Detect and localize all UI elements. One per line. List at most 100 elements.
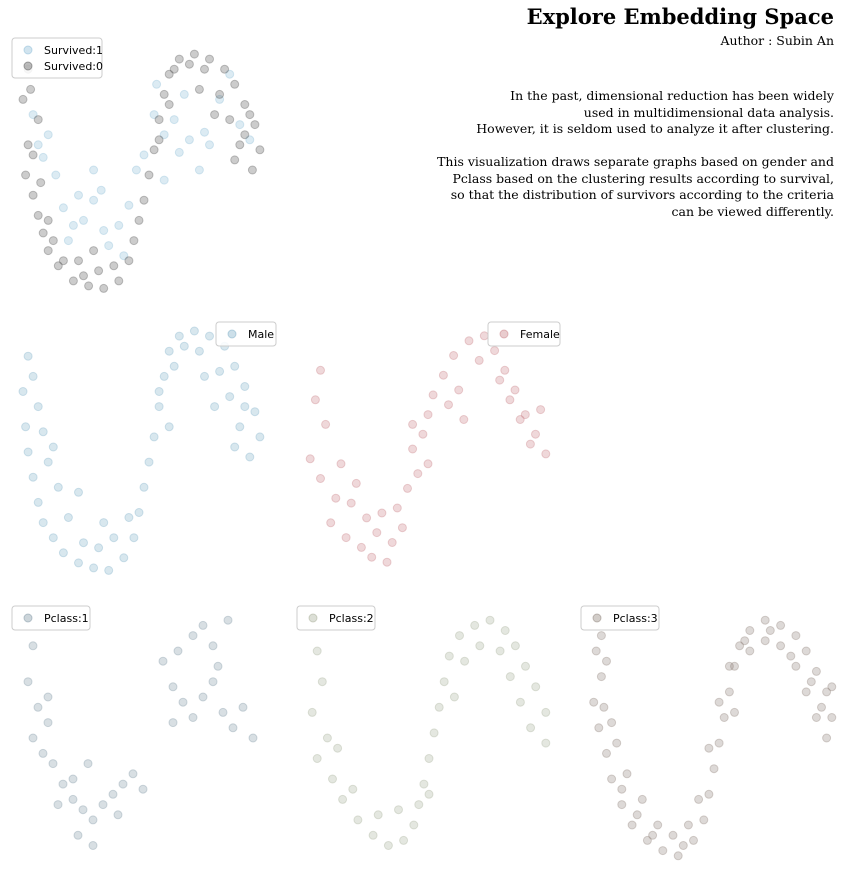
scatter-point xyxy=(99,226,109,235)
scatter-point xyxy=(515,415,525,424)
scatter-point xyxy=(68,220,78,230)
scatter-point xyxy=(178,697,188,707)
legend-label: Male xyxy=(248,328,274,341)
scatter-point xyxy=(377,508,387,518)
scatter-point xyxy=(505,672,515,682)
scatter-panel-pclass1: Pclass:1 xyxy=(11,605,258,850)
scatter-point xyxy=(189,326,199,336)
description-line: In the past, dimensional reduction has b… xyxy=(510,88,834,103)
scatter-point xyxy=(38,518,48,528)
scatter-point xyxy=(89,246,99,256)
scatter-point xyxy=(33,497,43,507)
scatter-point xyxy=(526,723,536,733)
description-line: However, it is seldom used to analyze it… xyxy=(476,121,834,136)
scatter-point xyxy=(394,805,403,815)
scatter-point xyxy=(139,482,149,492)
legend-marker xyxy=(227,329,237,339)
scatter-point xyxy=(36,178,46,188)
scatter-point xyxy=(827,713,837,722)
scatter-point xyxy=(169,361,179,371)
scatter-point xyxy=(174,54,184,64)
scatter-point xyxy=(43,692,53,702)
scatter-point xyxy=(129,533,139,543)
scatter-point xyxy=(63,236,73,246)
scatter-point xyxy=(128,769,138,779)
scatter-point xyxy=(668,830,678,840)
scatter-point xyxy=(200,127,209,137)
scatter-point xyxy=(164,346,174,356)
scatter-point xyxy=(223,615,233,625)
scatter-point xyxy=(673,851,683,861)
legend-label: Pclass:1 xyxy=(44,612,89,625)
scatter-point xyxy=(475,641,485,651)
scatter-point xyxy=(174,147,184,157)
scatter-point xyxy=(33,140,43,150)
scatter-point xyxy=(709,764,719,774)
scatter-point xyxy=(333,743,343,753)
scatter-point xyxy=(74,487,83,497)
scatter-point xyxy=(74,558,83,568)
scatter-point xyxy=(48,236,58,246)
scatter-point xyxy=(149,145,159,155)
scatter-point xyxy=(414,800,424,810)
scatter-panel-survival: Survived:1 Survived:0 xyxy=(11,37,265,293)
scatter-point xyxy=(745,646,755,656)
scatter-point xyxy=(383,841,393,850)
scatter-point xyxy=(250,120,260,130)
scatter-point xyxy=(316,474,325,483)
description-line: Pclass based on the clustering results a… xyxy=(452,170,834,186)
scatter-point xyxy=(505,395,515,405)
scatter-point xyxy=(520,410,530,420)
scatter-point xyxy=(200,64,209,74)
scatter-point xyxy=(208,641,218,651)
scatter-point xyxy=(622,769,632,779)
scatter-point xyxy=(617,784,627,794)
scatter-point xyxy=(419,779,429,789)
scatter-point xyxy=(438,370,448,380)
scatter-point xyxy=(730,707,739,717)
scatter-point xyxy=(89,195,99,205)
scatter-point xyxy=(776,641,786,651)
scatter-point xyxy=(454,385,464,395)
scatter-point xyxy=(408,444,418,454)
scatter-point xyxy=(28,150,38,160)
scatter-point xyxy=(449,692,459,702)
scatter-point xyxy=(205,140,214,150)
scatter-point xyxy=(158,656,168,666)
legend-label: Survived:0 xyxy=(44,60,103,73)
legend: Male xyxy=(215,321,277,347)
scatter-point xyxy=(194,346,204,356)
scatter-point xyxy=(38,748,48,758)
scatter-point xyxy=(139,150,149,160)
legend-marker xyxy=(23,45,33,55)
scatter-point xyxy=(428,390,438,400)
scatter-point xyxy=(58,256,68,266)
scatter-point xyxy=(149,432,159,442)
scatter-point xyxy=(316,365,325,375)
scatter-point xyxy=(776,620,786,630)
scatter-point xyxy=(89,563,99,573)
scatter-point xyxy=(159,371,169,381)
scatter-point xyxy=(591,646,601,656)
scatter-point xyxy=(439,677,449,687)
scatter-point xyxy=(827,682,837,692)
scatter-point xyxy=(43,718,53,728)
scatter-point xyxy=(444,400,453,410)
scatter-point xyxy=(225,115,235,125)
scatter-point xyxy=(88,815,98,825)
scatter-point xyxy=(245,110,255,120)
scatter-point xyxy=(235,120,245,130)
scatter-point xyxy=(198,620,208,630)
scatter-point xyxy=(424,754,434,763)
scatter-point xyxy=(714,697,724,707)
scatter-point xyxy=(124,256,134,266)
scatter-point xyxy=(144,457,154,467)
scatter-point xyxy=(51,170,61,180)
scatter-point xyxy=(114,276,124,286)
scatter-point xyxy=(305,454,315,464)
scatter-point xyxy=(248,733,258,743)
scatter-point xyxy=(531,429,540,439)
scatter-point xyxy=(596,672,606,682)
scatter-point xyxy=(164,422,174,432)
